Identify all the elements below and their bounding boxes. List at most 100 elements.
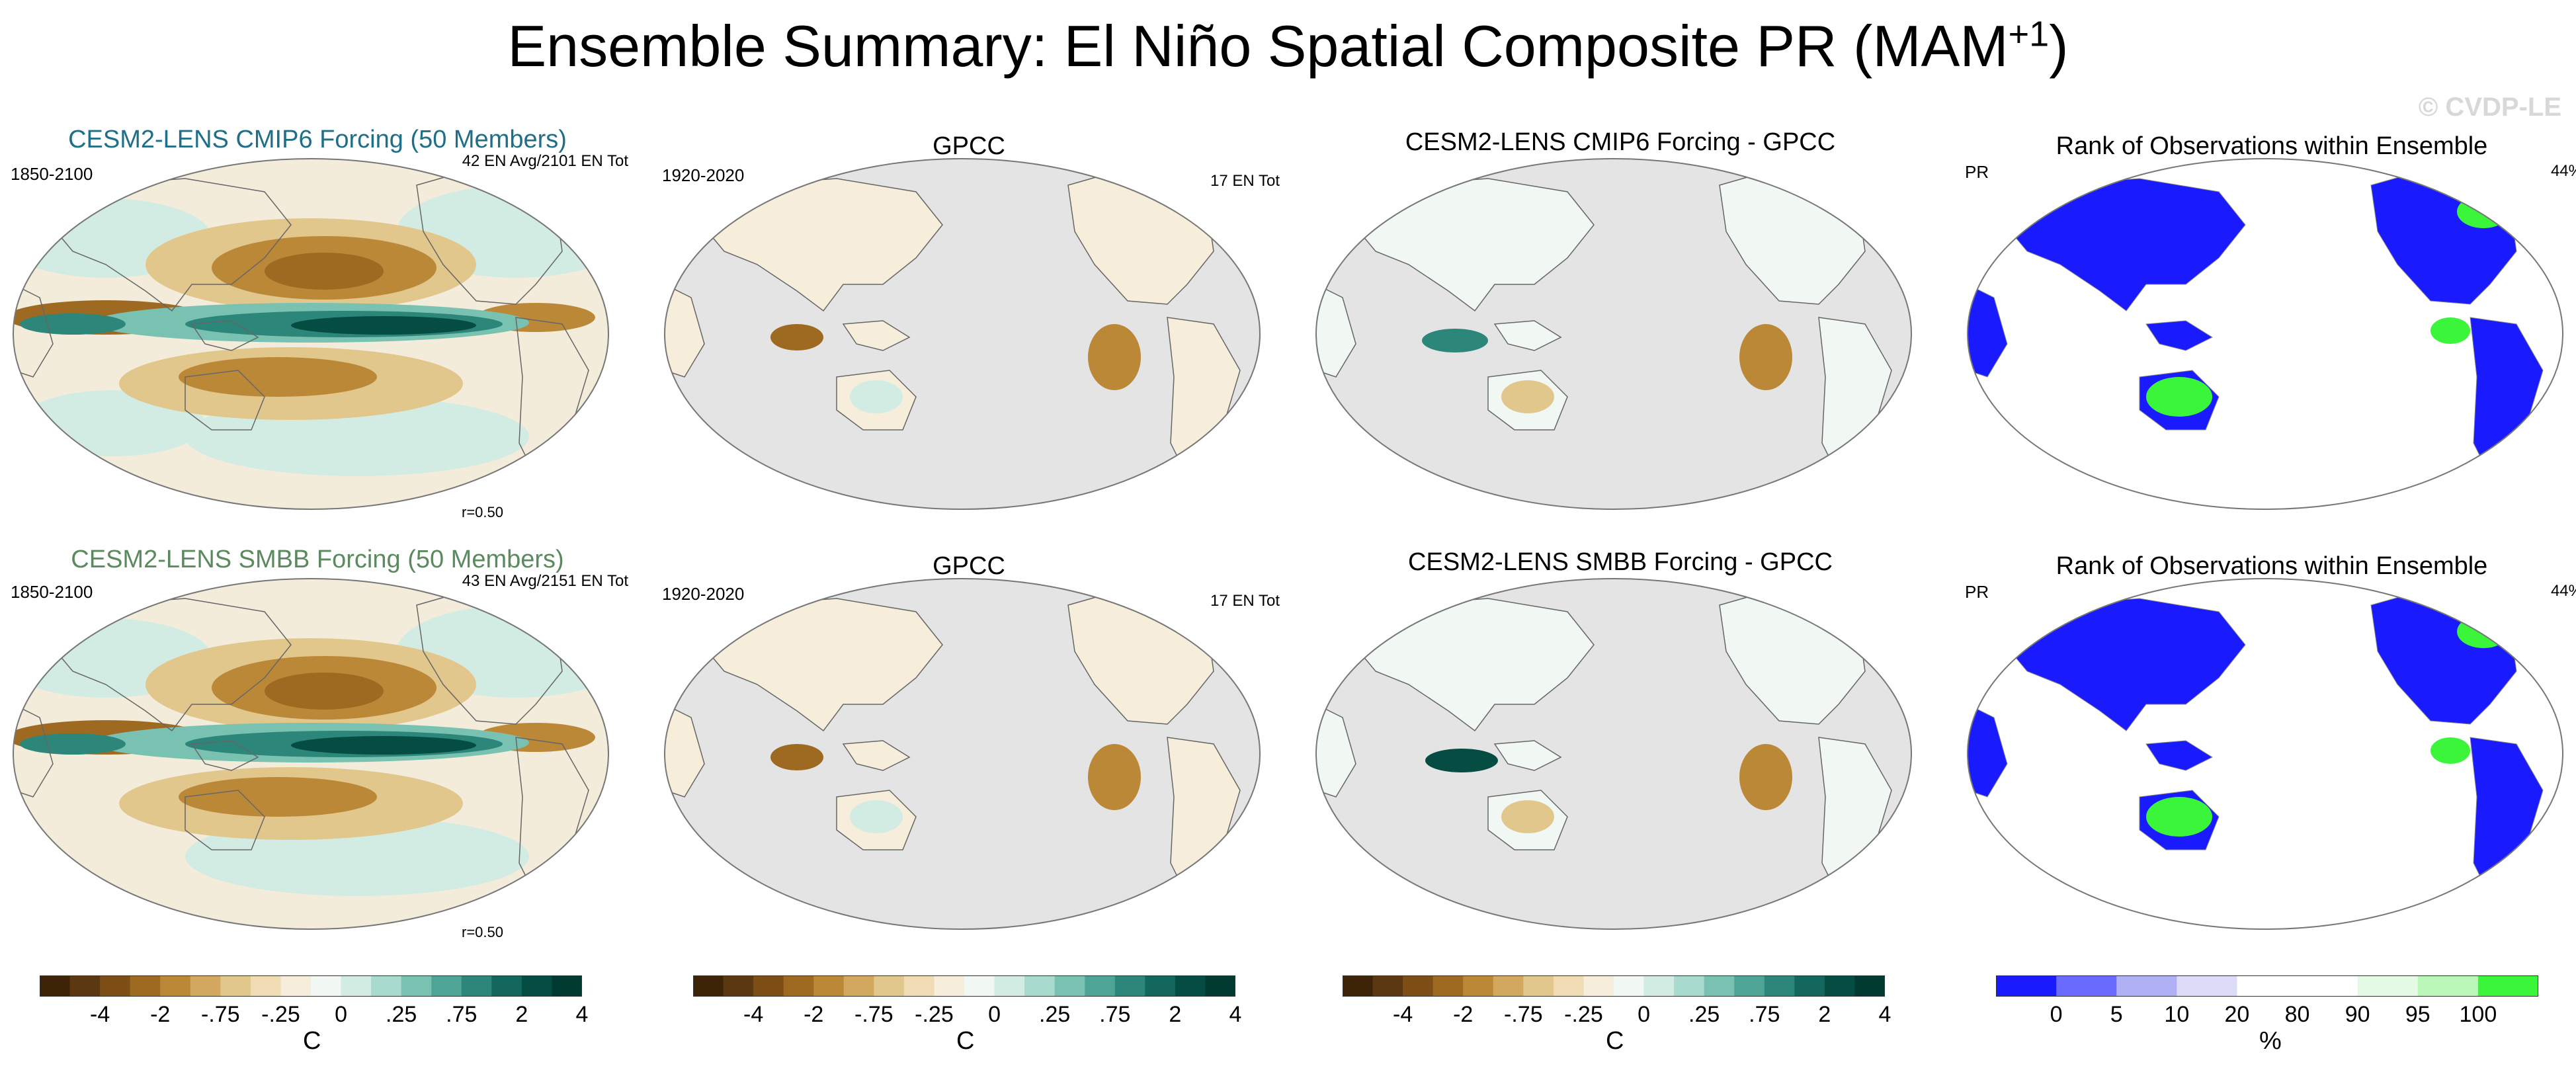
watermark: © CVDP-LE [2418,93,2561,122]
panel-title: GPCC [933,132,1005,160]
event-count: 42 EN Avg/2101 EN Tot [462,152,628,170]
rank-map [1967,158,2563,510]
colorbar-swatch [431,975,462,997]
colorbar-swatch [2417,975,2479,997]
colorbar-swatch [311,975,342,997]
colorbar-swatch [1854,975,1885,997]
colorbar-swatch [461,975,492,997]
colorbar-swatch [1493,975,1524,997]
colorbar-swatch [521,975,552,997]
panel-difference-smbb: CESM2-LENS SMBB Forcing - GPCC [1309,546,1931,956]
colorbar-swatch [190,975,221,997]
panel-title: CESM2-LENS CMIP6 Forcing (50 Members) [68,126,567,153]
colorbar-swatch [1145,975,1176,997]
colorbar-swatch [1764,975,1795,997]
variable-label: PR [1965,582,1989,602]
colorbar-tick-label: -4 [743,1002,764,1027]
colorbar-swatch [401,975,432,997]
colorbar-swatch [1674,975,1705,997]
colorbar-swatch [693,975,724,997]
colorbar-swatch [2357,975,2419,997]
colorbar-swatch [491,975,522,997]
colorbar-swatch [280,975,312,997]
colorbar-tick-label: 0 [1638,1002,1651,1027]
colorbar-tick-label: 10 [2164,1002,2190,1027]
colorbar-border [40,975,582,997]
rank-map [1967,578,2563,930]
panel-rank-2: Rank of Observations within Ensemble PR … [1961,546,2576,956]
panel-rank: Rank of Observations within Ensemble PR … [1961,126,2576,536]
colorbar-swatch [371,975,402,997]
colorbar-swatch [1734,975,1765,997]
colorbar-tick-label: .25 [386,1002,417,1027]
colorbar-tick-label: 95 [2405,1002,2431,1027]
colorbar-tick-label: .75 [1099,1002,1131,1027]
colorbar-cmip6: -4 -2 -.75 -.25 0 .25 .75 2 4 C [40,975,588,1055]
panel-title: Rank of Observations within Ensemble [2056,132,2488,160]
colorbar-tick-label: .75 [1749,1002,1780,1027]
colorbar-swatch [2177,975,2237,997]
panel-obs-gpcc-2: GPCC 1920-2020 17 EN Tot [658,546,1280,956]
panel-title: CESM2-LENS SMBB Forcing (50 Members) [71,546,564,573]
colorbar-swatch [2297,975,2358,997]
colorbar-swatch [813,975,845,997]
colorbar-swatch [1114,975,1145,997]
percent-label: 44% [2550,162,2576,180]
pattern-correlation: r=0.50 [462,924,503,940]
colorbar-tick-label: 5 [2110,1002,2123,1027]
colorbar-tick-label: -.75 [201,1002,240,1027]
colorbar-swatch [903,975,935,997]
page-title: Ensemble Summary: El Niño Spatial Compos… [507,13,2069,79]
colorbar-tick-label: 0 [988,1002,1001,1027]
colorbar-tick-label: 4 [575,1002,589,1027]
colorbar-tick-label: -.25 [261,1002,300,1027]
colorbar-swatch [1704,975,1735,997]
colorbar-swatch [783,975,814,997]
colorbar-tick-label: -.25 [915,1002,954,1027]
colorbar-tick-label: -.75 [1504,1002,1543,1027]
colorbar-swatch [1175,975,1206,997]
colorbar-tick-label: 80 [2284,1002,2310,1027]
colorbar-swatch [1643,975,1675,997]
colorbar-tick-label: .75 [446,1002,478,1027]
colorbar-swatch [250,975,281,997]
colorbar-swatch [1463,975,1494,997]
pattern-correlation: r=0.50 [462,504,503,520]
colorbar-tick-label: -.25 [1564,1002,1603,1027]
colorbar-tick-label: 100 [2459,1002,2497,1027]
composite-map [13,158,609,510]
colorbar-unit: % [2259,1027,2282,1055]
colorbar-swatch [69,975,101,997]
colorbar-swatch [1433,975,1464,997]
event-count: 17 EN Tot [1210,592,1280,610]
colorbar-swatch [341,975,372,997]
composite-map [664,578,1261,930]
colorbar-swatch [1583,975,1614,997]
composite-map [664,158,1261,510]
panel-title: CESM2-LENS SMBB Forcing - GPCC [1408,548,1833,576]
colorbar-swatch [1054,975,1085,997]
percent-label: 44% [2550,582,2576,600]
colorbar-swatch [1085,975,1116,997]
colorbar-tick-label: -2 [150,1002,171,1027]
event-count: 43 EN Avg/2151 EN Tot [462,572,628,590]
colorbar-tick-label: -4 [1392,1002,1413,1027]
period-label: 1850-2100 [11,164,93,184]
colorbar-swatch [1794,975,1825,997]
colorbar-border [1343,975,1885,997]
colorbar-swatch [2056,975,2117,997]
colorbar-swatches [40,975,582,997]
panel-title: CESM2-LENS CMIP6 Forcing - GPCC [1405,128,1836,156]
panel-title: GPCC [933,552,1005,580]
colorbar-gpcc: -4 -2 -.75 -.25 0 .25 .75 2 4 C [693,975,1241,1055]
period-label: 1920-2020 [662,584,745,604]
colorbar-tick-label: -2 [1453,1002,1474,1027]
colorbar-swatch [2237,975,2298,997]
colorbar-swatch [1996,975,2057,997]
colorbar-tick-label: 0 [335,1002,348,1027]
event-count: 17 EN Tot [1210,172,1280,190]
colorbar-swatch [40,975,71,997]
colorbar-tick-label: 2 [1169,1002,1182,1027]
colorbar-tick-label: 2 [515,1002,528,1027]
colorbar-swatch [1523,975,1554,997]
